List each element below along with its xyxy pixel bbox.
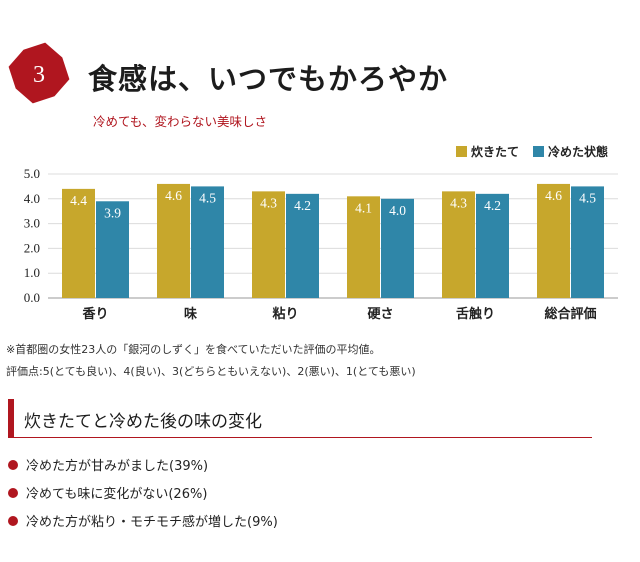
step-badge-shape: 3 <box>8 42 70 104</box>
result-item: 冷めた方が粘り・モチモチ感が増した(9%) <box>8 511 278 530</box>
x-tick-label: 味 <box>184 306 197 322</box>
data-label: 4.3 <box>260 195 277 210</box>
section-heading-bar <box>8 399 14 437</box>
survey-note: ※首都圏の女性23人の「銀河のしずく」を食べていただいた評価の平均値。 <box>6 343 381 356</box>
step-badge: 3 <box>6 40 72 106</box>
data-label: 4.6 <box>545 188 562 203</box>
x-tick-label: 総合評価 <box>544 306 596 322</box>
section-heading-rule <box>8 437 592 438</box>
bar-cold <box>286 193 319 298</box>
page-title: 食感は、いつでもかろやか <box>88 62 449 96</box>
x-tick-label: 硬さ <box>367 307 393 322</box>
data-label: 4.2 <box>484 198 501 213</box>
badge-number: 3 <box>33 62 45 88</box>
bar-cold <box>96 201 129 298</box>
legend-swatch-cold <box>532 146 544 157</box>
section-heading-text: 炊きたてと冷めた後の味の変化 <box>24 412 262 432</box>
x-tick-label: 香り <box>81 306 108 322</box>
bar-fresh <box>442 191 475 298</box>
legend-item-cold: 冷めた状態 <box>532 143 608 160</box>
y-tick-label: 4.0 <box>24 191 40 206</box>
data-label: 4.5 <box>579 190 596 205</box>
page-subtitle: 冷めても、変わらない美味しさ <box>93 114 268 129</box>
data-label: 4.5 <box>199 190 216 205</box>
bullet-dot-icon <box>8 515 18 526</box>
y-tick-label: 2.0 <box>24 240 40 255</box>
bar-cold <box>381 198 414 298</box>
y-tick-label: 5.0 <box>24 166 40 181</box>
bar-fresh <box>252 191 285 298</box>
data-label: 4.6 <box>165 188 182 203</box>
legend-item-fresh: 炊きたて <box>455 143 519 160</box>
bar-fresh <box>157 183 190 298</box>
result-item: 冷めても味に変化がない(26%) <box>8 483 207 502</box>
data-label: 4.3 <box>450 195 467 210</box>
legend-label-fresh: 炊きたて <box>470 145 519 159</box>
bullet-dot-icon <box>8 487 18 498</box>
bar-fresh <box>62 188 95 298</box>
bar-cold <box>571 186 604 298</box>
data-label: 4.0 <box>389 203 406 218</box>
bullet-dot-icon <box>8 459 18 470</box>
y-tick-label: 3.0 <box>24 216 40 231</box>
legend-swatch-fresh <box>455 146 467 157</box>
x-tick-label: 粘り <box>271 306 298 322</box>
data-label: 4.2 <box>294 198 311 213</box>
y-tick-label: 1.0 <box>24 265 40 280</box>
data-label: 4.4 <box>70 193 87 208</box>
bar-fresh <box>537 183 570 298</box>
x-tick-label: 舌触り <box>456 306 495 322</box>
section-heading: 炊きたてと冷めた後の味の変化 <box>8 399 592 439</box>
rating-bar-chart: 0.0 1.0 2.0 3.0 4.0 5.0 4.4 3.9 香り 4.6 4.5 味 4.3 4.2 粘… <box>24 166 618 322</box>
rating-scale-note: 評価点:5(とても良い)、4(良い)、3(どちらともいえない)、2(悪い)、1(… <box>6 365 416 378</box>
result-text: 冷めた方が甘みがました(39%) <box>26 459 209 474</box>
data-label: 4.1 <box>355 200 372 215</box>
result-text: 冷めた方が粘り・モチモチ感が増した(9%) <box>26 515 278 530</box>
bar-cold <box>191 186 224 298</box>
bar-cold <box>476 193 509 298</box>
result-item: 冷めた方が甘みがました(39%) <box>8 455 208 474</box>
badge-polygon <box>8 42 70 104</box>
chart-legend: 炊きたて 冷めた状態 <box>455 143 608 160</box>
legend-label-cold: 冷めた状態 <box>547 145 608 159</box>
data-label: 3.9 <box>104 205 121 220</box>
result-text: 冷めても味に変化がない(26%) <box>26 487 208 502</box>
bar-fresh <box>347 196 380 298</box>
y-tick-label: 0.0 <box>24 290 40 305</box>
